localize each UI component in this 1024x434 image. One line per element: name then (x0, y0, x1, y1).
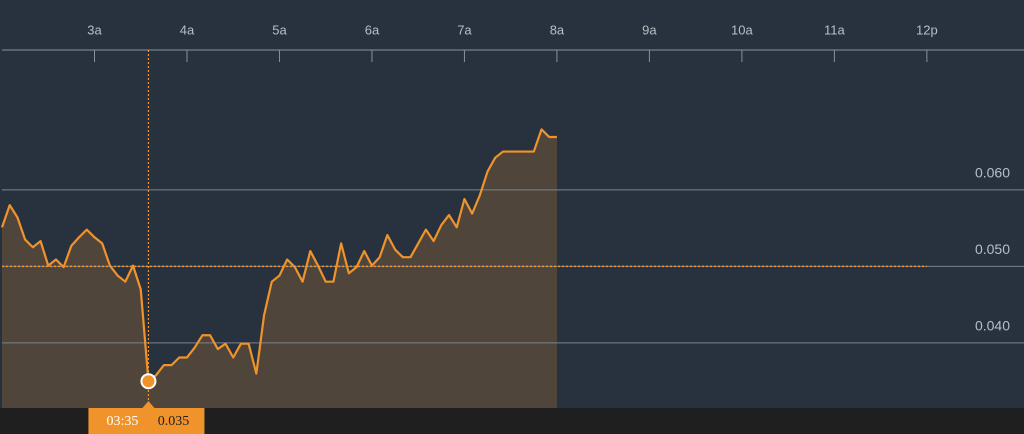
x-tick-label: 4a (180, 22, 195, 37)
area (2, 129, 557, 408)
line (0, 128, 557, 383)
x-tick-label: 5a (272, 22, 287, 37)
x-tick-label: 12p (916, 22, 938, 37)
y-tick-label: 0.040 (975, 318, 1010, 334)
crosshair-point (140, 373, 157, 390)
x-tick-label: 11a (824, 22, 845, 37)
x-tick-label: 8a (550, 22, 565, 37)
crosshair-label-box (88, 408, 205, 434)
y-tick-label: 0.060 (975, 165, 1010, 181)
x-tick-label: 7a (457, 22, 472, 37)
x-tick-label: 6a (365, 22, 380, 37)
x-tick-label: 10a (731, 22, 753, 37)
y-tick-label: 0.050 (975, 241, 1010, 257)
crosshair-time: 03:35 (106, 414, 138, 429)
crosshair-value: 0.035 (158, 414, 190, 429)
x-tick-label: 3a (87, 22, 102, 37)
crosshair-pointer (142, 401, 155, 408)
x-tick-label: 9a (642, 22, 657, 37)
